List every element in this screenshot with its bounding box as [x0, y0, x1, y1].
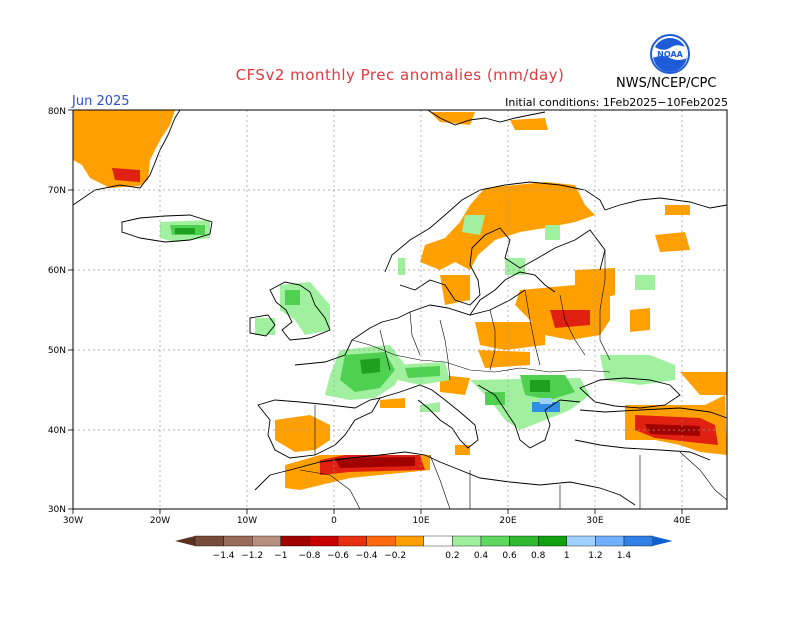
lat-label-30n: 30N [48, 505, 66, 515]
colorbar-swatch [366, 535, 396, 547]
colorbar-label: 1.4 [617, 551, 632, 561]
lon-label-20w: 20W [150, 516, 170, 526]
colorbar-swatch [423, 535, 453, 547]
lon-label-30e: 30E [586, 516, 603, 526]
colorbar-label: −0.4 [356, 551, 378, 561]
colorbar-swatch [452, 535, 482, 547]
lon-label-10e: 10E [412, 516, 429, 526]
strong-wet-anomalies [175, 228, 550, 392]
lat-label-80n: 80N [48, 107, 66, 117]
forecast-month: Jun 2025 [72, 94, 130, 109]
lat-label-40n: 40N [48, 426, 66, 436]
colorbar-label: −0.2 [384, 551, 406, 561]
colorbar-label: −0.6 [327, 551, 349, 561]
very-wet-anomalies [532, 398, 560, 412]
colorbar-label: −1.2 [241, 551, 263, 561]
colorbar-swatch [395, 535, 425, 547]
colorbar-label: −0.8 [298, 551, 320, 561]
agency-label: NWS/NCEP/CPC [616, 76, 717, 91]
colorbar-swatch [223, 535, 253, 547]
colorbar-label: 0.6 [502, 551, 517, 561]
tick-marks [68, 109, 683, 514]
colorbar-swatch [480, 535, 510, 547]
colorbar: −1.4 −1.2 −1 −0.8 −0.6 −0.4 −0.2 0.2 0.4 0.6 0.8 1 1… [175, 535, 673, 561]
page-title: CFSv2 monthly Prec anomalies (mm/day) [235, 66, 565, 84]
colorbar-left-arrow [175, 536, 195, 546]
lon-label-0: 0 [331, 516, 337, 526]
lon-label-30w: 30W [63, 516, 83, 526]
colorbar-label: 0.4 [474, 551, 489, 561]
colorbar-swatch [280, 535, 310, 547]
colorbar-swatch [623, 535, 653, 547]
lon-label-10w: 10W [237, 516, 257, 526]
strongest-dry-anomalies [335, 424, 700, 468]
colorbar-swatch [595, 535, 625, 547]
lat-label-70n: 70N [48, 186, 66, 196]
colorbar-swatch [194, 535, 224, 547]
colorbar-swatch [309, 535, 339, 547]
lat-label-60n: 60N [48, 266, 66, 276]
lon-label-20e: 20E [499, 516, 516, 526]
noaa-logo: NOAA [650, 34, 690, 74]
colorbar-label: 1 [564, 551, 570, 561]
colorbar-label: 0.2 [445, 551, 459, 561]
colorbar-label: 1.2 [588, 551, 602, 561]
initial-conditions: Initial conditions: 1Feb2025−10Feb2025 [505, 96, 728, 109]
colorbar-swatch [337, 535, 367, 547]
noaa-logo-text: NOAA [657, 50, 683, 59]
colorbar-swatch [566, 535, 596, 547]
colorbar-swatch [509, 535, 539, 547]
colorbar-label: −1.4 [213, 551, 235, 561]
colorbar-right-arrow [652, 536, 673, 546]
colorbar-label: 0.8 [531, 551, 546, 561]
map-frame [72, 109, 728, 510]
lat-label-50n: 50N [48, 346, 66, 356]
colorbar-label: −1 [274, 551, 287, 561]
gridlines [73, 110, 727, 509]
colorbar-swatch [538, 535, 568, 547]
lon-label-40e: 40E [673, 516, 690, 526]
country-borders [299, 250, 728, 510]
map-background [73, 110, 727, 509]
colorbar-swatch [251, 535, 281, 547]
